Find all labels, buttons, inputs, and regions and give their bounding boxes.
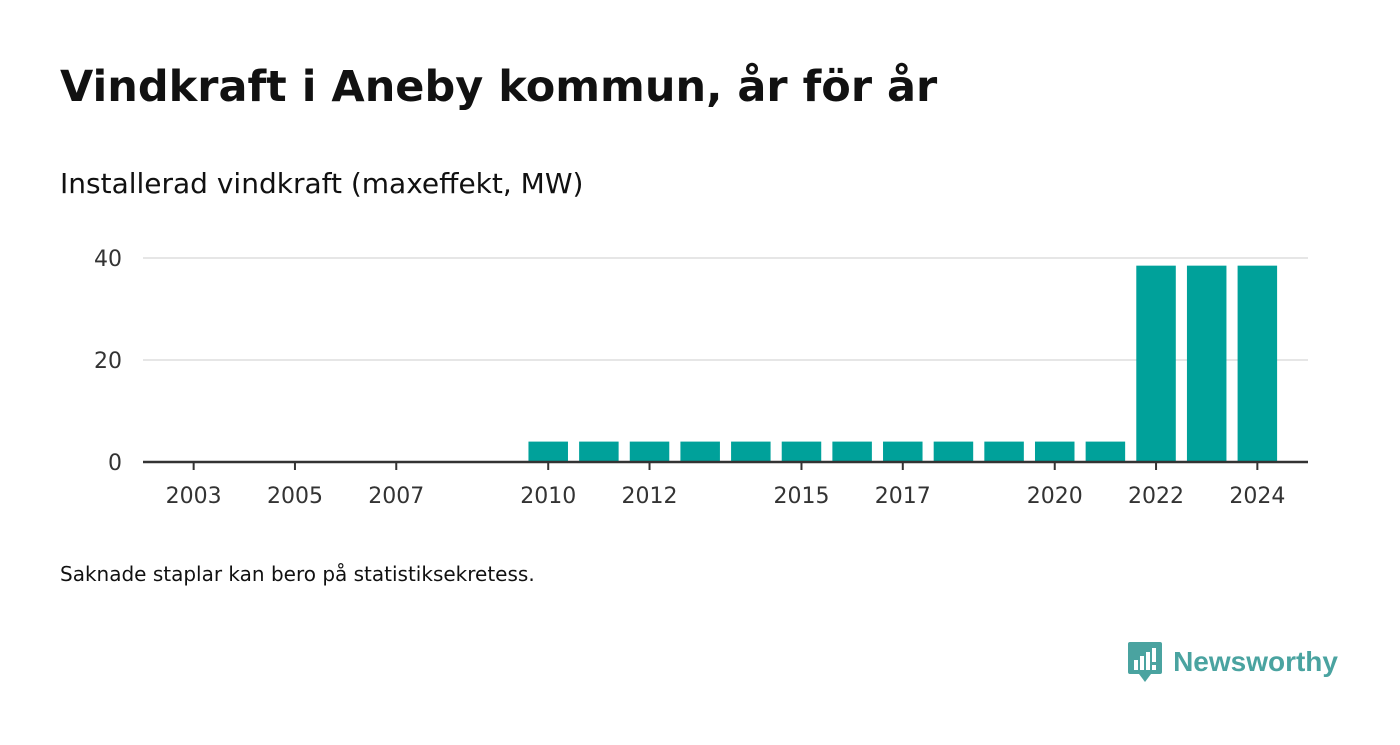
x-tick-label: 2010 (520, 484, 576, 509)
chart-title: Vindkraft i Aneby kommun, år för år (60, 62, 938, 112)
x-tick-label: 2003 (166, 484, 222, 509)
y-tick-label: 40 (94, 247, 122, 272)
bar-2020 (1034, 441, 1075, 462)
bar-2016 (832, 441, 872, 462)
gridlines (143, 257, 1308, 361)
y-tick-label: 0 (108, 451, 122, 476)
axes: 0 20 40 2003 2005 2007 2010 2012 2015 2017 2020 202… (94, 247, 1308, 509)
footnote: Saknade staplar kan bero på statistiksek… (60, 562, 535, 586)
bar-2011 (579, 441, 619, 462)
y-tick-label: 20 (94, 349, 122, 374)
x-tick-label: 2024 (1229, 484, 1285, 509)
x-tick-label: 2015 (773, 484, 829, 509)
bar-2023 (1186, 265, 1227, 462)
brand-logo: Newsworthy (1127, 640, 1338, 684)
bar-2019 (984, 441, 1024, 462)
x-tick-label: 2007 (368, 484, 424, 509)
brand-name: Newsworthy (1173, 646, 1338, 677)
x-tick-label: 2017 (875, 484, 931, 509)
bar-2021 (1085, 441, 1126, 462)
bar-2010 (528, 441, 568, 462)
bar-2018 (933, 441, 974, 462)
bar-2024 (1237, 265, 1278, 462)
x-tick-label: 2020 (1027, 484, 1083, 509)
newsworthy-logo-icon (1128, 642, 1163, 682)
bar-2017 (883, 441, 923, 462)
x-tick-label: 2012 (622, 484, 678, 509)
chart-subtitle: Installerad vindkraft (maxeffekt, MW) (60, 167, 584, 200)
x-tick-label: 2022 (1128, 484, 1184, 509)
bar-2012 (629, 441, 670, 462)
bar-2013 (680, 441, 720, 462)
bar-2022 (1136, 265, 1176, 462)
bar-2015 (781, 441, 822, 462)
x-tick-label: 2005 (267, 484, 323, 509)
bar-2014 (731, 441, 771, 462)
bars (528, 265, 1278, 462)
